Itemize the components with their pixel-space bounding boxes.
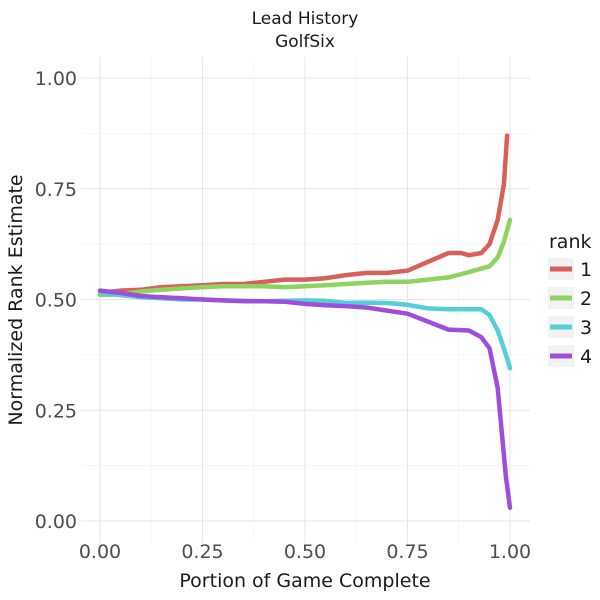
legend-label-rank-1: 1 bbox=[580, 259, 592, 281]
series-group bbox=[97, 133, 513, 510]
chart-title: Lead History bbox=[252, 9, 359, 29]
y-axis-title: Normalized Rank Estimate bbox=[5, 174, 27, 425]
x-tick-label: 0.25 bbox=[181, 541, 223, 563]
series-line-rank-1 bbox=[97, 133, 510, 296]
legend-label-rank-3: 3 bbox=[580, 317, 592, 339]
y-tick-label: 1.00 bbox=[35, 68, 77, 90]
y-tick-label: 0.25 bbox=[35, 400, 77, 422]
chart-subtitle: GolfSix bbox=[275, 32, 335, 52]
y-tick-label: 0.50 bbox=[35, 290, 77, 312]
y-tick-label: 0.75 bbox=[35, 179, 77, 201]
x-tick-label: 1.00 bbox=[489, 541, 531, 563]
legend-label-rank-2: 2 bbox=[580, 288, 592, 310]
series-line-rank-4 bbox=[97, 288, 513, 510]
legend: rank 1 2 3 4 bbox=[548, 231, 592, 368]
y-tick-label: 0.00 bbox=[35, 511, 77, 533]
y-tick-labels: 0.00 0.25 0.50 0.75 1.00 bbox=[35, 68, 77, 533]
x-tick-label: 0.50 bbox=[284, 541, 326, 563]
legend-label-rank-4: 4 bbox=[580, 346, 592, 368]
x-tick-label: 0.75 bbox=[386, 541, 428, 563]
legend-title: rank bbox=[549, 231, 592, 253]
x-tick-label: 0.00 bbox=[79, 541, 121, 563]
x-tick-labels: 0.00 0.25 0.50 0.75 1.00 bbox=[79, 541, 531, 563]
series-line-rank-2 bbox=[97, 217, 513, 298]
x-axis-title: Portion of Game Complete bbox=[179, 570, 430, 592]
